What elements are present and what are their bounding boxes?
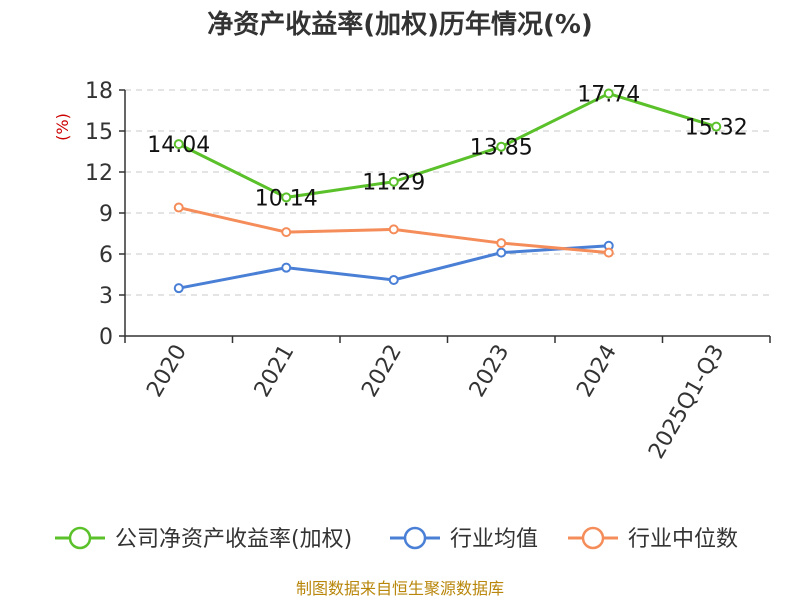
legend-marker — [68, 526, 92, 550]
legend-label: 行业中位数 — [628, 527, 738, 552]
y-tick-label: 0 — [99, 325, 113, 350]
data-point — [388, 274, 399, 285]
data-label: 17.74 — [577, 83, 640, 108]
data-point — [496, 247, 507, 258]
data-label: 10.14 — [255, 186, 318, 211]
series-layer — [173, 88, 722, 294]
x-tick-label: 2022 — [357, 341, 407, 402]
grid-layer — [125, 89, 770, 296]
data-label: 11.29 — [362, 171, 425, 196]
data-point — [388, 176, 399, 187]
series-line-0 — [178, 91, 717, 199]
chart-title: 净资产收益率(加权)历年情况(%) — [207, 9, 593, 40]
x-tick-label: 2023 — [465, 341, 515, 402]
data-point — [496, 141, 507, 152]
data-point — [173, 283, 184, 294]
data-point — [603, 247, 614, 258]
y-tick-label: 6 — [99, 243, 113, 268]
legend-label: 公司净资产收益率(加权) — [115, 527, 352, 552]
y-tick-label: 15 — [85, 120, 113, 145]
y-tick-label: 3 — [99, 284, 113, 309]
y-tick-label: 9 — [99, 202, 113, 227]
data-label: 15.32 — [685, 116, 748, 141]
data-point — [388, 224, 399, 235]
source-note: 制图数据来自恒生聚源数据库 — [296, 579, 504, 598]
data-label: 13.85 — [470, 136, 533, 161]
legend-label: 行业均值 — [450, 527, 538, 552]
legend: 公司净资产收益率(加权) 行业均值 行业中位数 — [55, 526, 738, 552]
data-point — [496, 238, 507, 249]
data-point — [281, 227, 292, 238]
y-tick-label: 18 — [85, 79, 113, 104]
x-tick-label: 2020 — [142, 341, 192, 402]
y-axis-label: (%) — [53, 113, 72, 141]
data-point — [603, 88, 614, 99]
data-point — [173, 202, 184, 213]
data-label-layer: 14.04 10.14 11.29 13.85 17.74 15.32 — [147, 83, 747, 212]
data-point — [711, 121, 722, 132]
data-label: 14.04 — [147, 133, 210, 158]
legend-marker — [403, 526, 427, 550]
data-point — [281, 192, 292, 203]
x-tick-label: 2021 — [250, 341, 300, 402]
x-tick-label: 2024 — [572, 341, 622, 402]
data-point — [173, 139, 184, 150]
y-tick-label: 12 — [85, 161, 113, 186]
data-point — [281, 262, 292, 273]
legend-marker — [581, 526, 605, 550]
x-tick-label: 2025Q1-Q3 — [644, 341, 729, 464]
